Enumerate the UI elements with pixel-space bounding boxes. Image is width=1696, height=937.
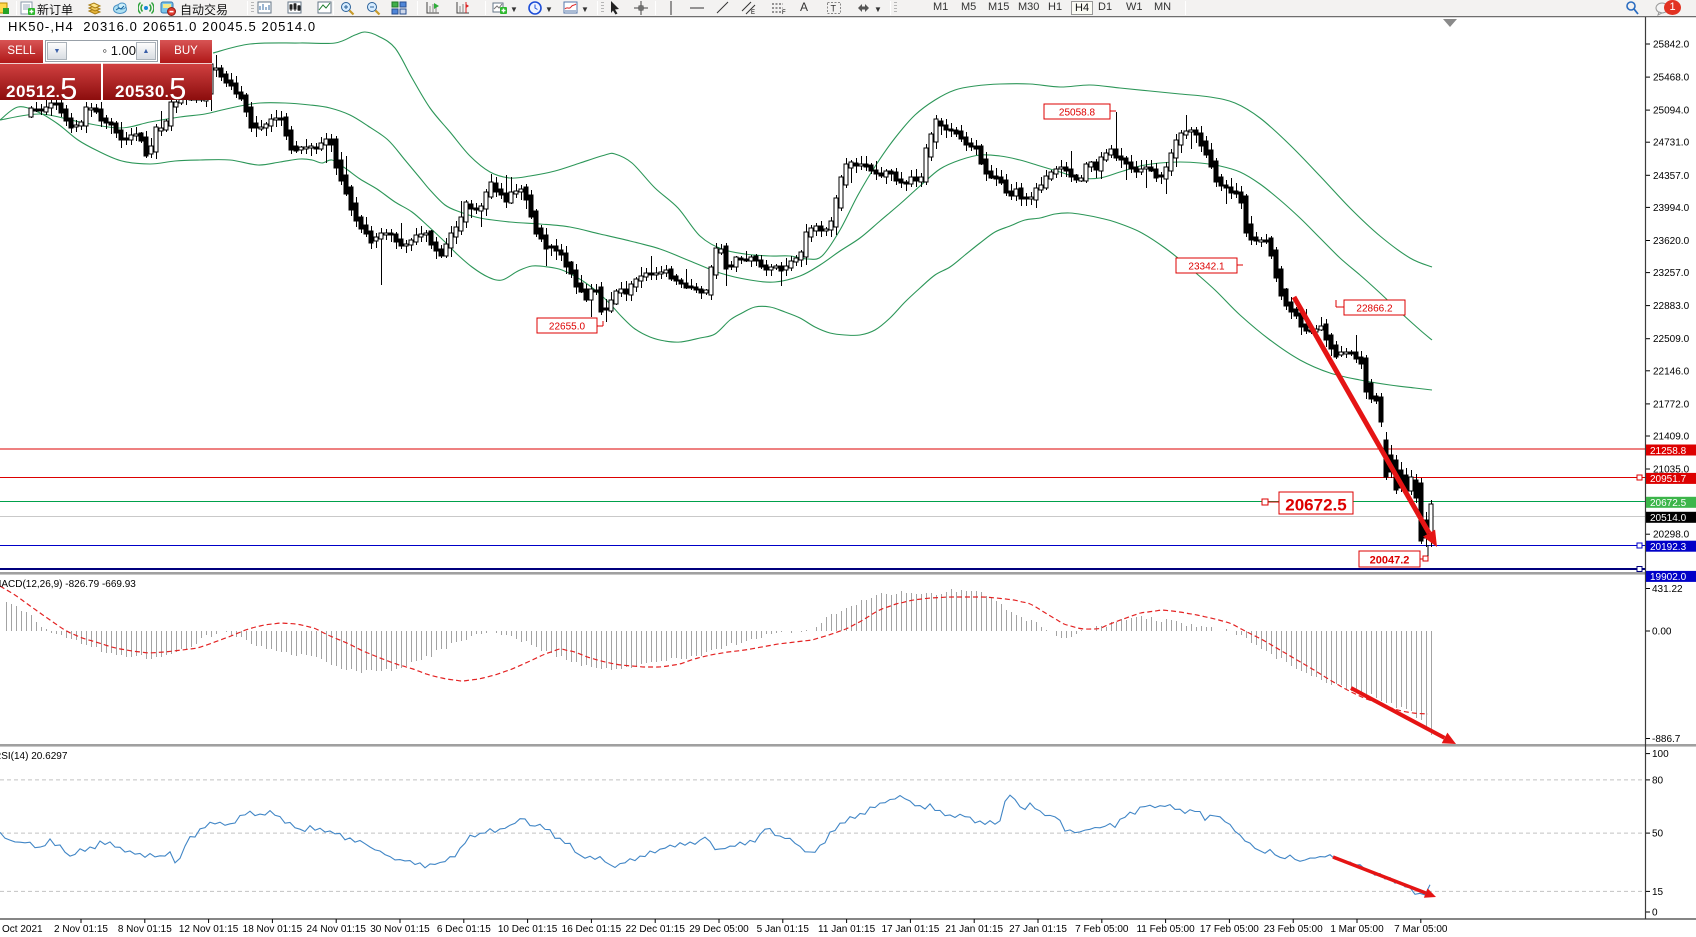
svg-text:22866.2: 22866.2 <box>1356 304 1393 315</box>
svg-text:50: 50 <box>1652 829 1664 840</box>
svg-text:1 Mar 05:00: 1 Mar 05:00 <box>1330 924 1384 935</box>
svg-text:0: 0 <box>1652 908 1658 919</box>
svg-text:24357.0: 24357.0 <box>1653 171 1690 182</box>
svg-text:MACD(12,26,9) -826.79 -669.93: MACD(12,26,9) -826.79 -669.93 <box>0 579 136 590</box>
svg-text:431.22: 431.22 <box>1652 584 1683 595</box>
svg-text:25094.0: 25094.0 <box>1653 106 1690 117</box>
svg-text:E: E <box>751 10 755 16</box>
svg-text:20192.3: 20192.3 <box>1650 542 1687 553</box>
svg-text:27 Jan 01:15: 27 Jan 01:15 <box>1009 924 1067 935</box>
svg-text:19902.0: 19902.0 <box>1650 572 1687 583</box>
svg-text:23994.0: 23994.0 <box>1653 203 1690 214</box>
svg-text:24 Nov 01:15: 24 Nov 01:15 <box>306 924 366 935</box>
svg-text:20672.5: 20672.5 <box>1650 498 1687 509</box>
svg-text:16 Dec 01:15: 16 Dec 01:15 <box>562 924 622 935</box>
svg-text:20298.0: 20298.0 <box>1653 530 1690 541</box>
svg-text:22883.0: 22883.0 <box>1653 301 1690 312</box>
svg-text:25468.0: 25468.0 <box>1653 73 1690 84</box>
svg-text:21772.0: 21772.0 <box>1653 399 1690 410</box>
svg-text:21258.8: 21258.8 <box>1650 446 1687 457</box>
svg-text:25842.0: 25842.0 <box>1653 40 1690 51</box>
svg-text:20951.7: 20951.7 <box>1650 474 1687 485</box>
svg-text:20047.2: 20047.2 <box>1370 555 1410 567</box>
svg-text:21035.0: 21035.0 <box>1653 465 1690 476</box>
svg-text:22655.0: 22655.0 <box>549 322 586 333</box>
svg-text:-886.7: -886.7 <box>1652 734 1681 745</box>
svg-text:23620.0: 23620.0 <box>1653 236 1690 247</box>
svg-text:22 Dec 01:15: 22 Dec 01:15 <box>625 924 685 935</box>
svg-text:HK50-,H4 20316.0 20651.0 2004: HK50-,H4 20316.0 20651.0 20045.5 20514.0 <box>8 19 316 34</box>
svg-text:20672.5: 20672.5 <box>1285 496 1346 515</box>
svg-text:24731.0: 24731.0 <box>1653 138 1690 149</box>
svg-text:T: T <box>831 4 837 14</box>
svg-text:20514.0: 20514.0 <box>1650 513 1687 524</box>
svg-text:RSI(14) 20.6297: RSI(14) 20.6297 <box>0 751 68 762</box>
svg-text:6 Dec 01:15: 6 Dec 01:15 <box>437 924 491 935</box>
svg-text:17 Jan 01:15: 17 Jan 01:15 <box>881 924 939 935</box>
svg-text:23257.0: 23257.0 <box>1653 268 1690 279</box>
svg-text:100: 100 <box>1652 749 1669 760</box>
svg-text:12 Nov 01:15: 12 Nov 01:15 <box>179 924 239 935</box>
svg-text:23 Feb 05:00: 23 Feb 05:00 <box>1264 924 1323 935</box>
svg-text:0.00: 0.00 <box>1652 627 1672 638</box>
svg-text:F: F <box>782 10 786 16</box>
svg-text:21409.0: 21409.0 <box>1653 432 1690 443</box>
svg-text:11 Jan 01:15: 11 Jan 01:15 <box>818 924 876 935</box>
svg-text:2 Nov 01:15: 2 Nov 01:15 <box>54 924 108 935</box>
svg-text:80: 80 <box>1652 775 1664 786</box>
svg-text:23342.1: 23342.1 <box>1188 262 1225 273</box>
svg-text:Oct 2021: Oct 2021 <box>2 924 43 935</box>
svg-text:10 Dec 01:15: 10 Dec 01:15 <box>498 924 558 935</box>
svg-text:7 Mar 05:00: 7 Mar 05:00 <box>1394 924 1448 935</box>
svg-text:29 Dec 05:00: 29 Dec 05:00 <box>689 924 749 935</box>
svg-text:21 Jan 01:15: 21 Jan 01:15 <box>945 924 1003 935</box>
svg-text:7 Feb 05:00: 7 Feb 05:00 <box>1075 924 1129 935</box>
svg-text:5 Jan 01:15: 5 Jan 01:15 <box>757 924 810 935</box>
svg-text:8 Nov 01:15: 8 Nov 01:15 <box>118 924 172 935</box>
svg-text:18 Nov 01:15: 18 Nov 01:15 <box>243 924 303 935</box>
svg-text:11 Feb 05:00: 11 Feb 05:00 <box>1136 924 1195 935</box>
svg-text:25058.8: 25058.8 <box>1059 108 1096 119</box>
svg-text:15: 15 <box>1652 887 1664 898</box>
svg-text:30 Nov 01:15: 30 Nov 01:15 <box>370 924 430 935</box>
svg-text:17 Feb 05:00: 17 Feb 05:00 <box>1200 924 1259 935</box>
svg-text:22509.0: 22509.0 <box>1653 334 1690 345</box>
svg-text:22146.0: 22146.0 <box>1653 366 1690 377</box>
